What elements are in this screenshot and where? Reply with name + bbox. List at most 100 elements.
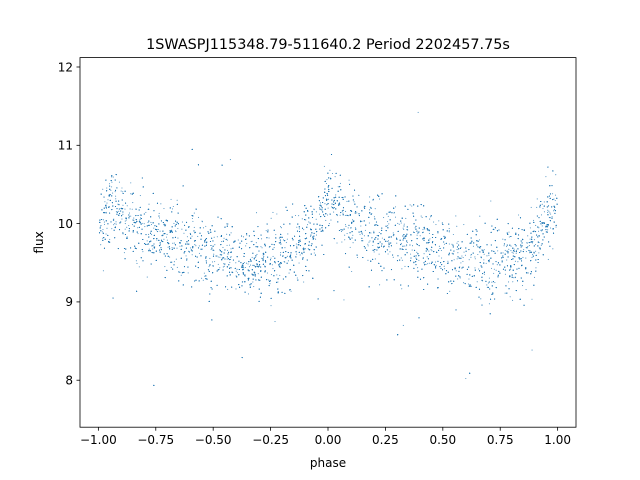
data-point [502, 252, 504, 254]
data-point [490, 200, 492, 202]
data-point [197, 235, 199, 237]
data-point [108, 183, 111, 185]
data-point [405, 217, 407, 220]
data-point [387, 221, 389, 223]
data-point [130, 215, 132, 217]
data-point [149, 224, 151, 226]
data-point [467, 283, 470, 285]
data-point [204, 275, 206, 277]
data-point [417, 232, 419, 234]
data-point [167, 246, 169, 248]
data-point [201, 248, 203, 250]
data-point [120, 190, 122, 192]
data-point [185, 255, 187, 257]
data-point [402, 324, 404, 327]
data-point [377, 246, 379, 248]
data-point [515, 249, 517, 251]
data-point [174, 230, 177, 232]
data-point [198, 245, 200, 247]
data-point [531, 349, 533, 351]
data-point [126, 205, 128, 207]
data-point [287, 260, 289, 262]
data-point [115, 198, 117, 200]
data-point [128, 215, 130, 217]
data-point [109, 238, 111, 240]
data-point [345, 225, 347, 227]
data-point [257, 273, 259, 275]
data-point [483, 259, 485, 261]
data-point [525, 289, 527, 291]
data-point [403, 228, 405, 231]
data-point [166, 239, 168, 241]
data-point [368, 241, 370, 243]
data-point [261, 247, 263, 249]
data-point [250, 241, 252, 243]
data-point [404, 245, 406, 247]
data-point [270, 274, 272, 276]
data-point [205, 225, 207, 227]
data-point [298, 228, 300, 230]
data-point [194, 244, 196, 246]
data-point [122, 191, 124, 193]
data-point [327, 198, 330, 200]
data-point [150, 223, 152, 226]
data-point [279, 226, 282, 228]
data-point [404, 265, 406, 267]
data-point [447, 260, 449, 262]
data-point [333, 211, 335, 213]
data-point [102, 237, 104, 239]
data-point [429, 238, 431, 240]
data-point [552, 248, 554, 250]
data-point [515, 252, 517, 254]
data-point [538, 230, 540, 232]
data-point [457, 241, 459, 243]
data-point [456, 249, 458, 251]
data-point [535, 267, 537, 269]
data-point [138, 266, 140, 268]
data-point [169, 256, 171, 258]
data-point [463, 251, 465, 253]
data-point [488, 277, 490, 279]
data-point [456, 242, 458, 244]
data-point [110, 189, 112, 191]
data-point [468, 259, 470, 261]
data-point [139, 195, 141, 197]
data-point [487, 282, 489, 284]
data-point [456, 225, 458, 227]
data-point [236, 268, 238, 270]
data-point [470, 285, 473, 287]
data-point [474, 267, 476, 269]
data-point [457, 252, 459, 254]
data-point [244, 266, 247, 269]
data-point [344, 214, 346, 216]
data-point [142, 251, 144, 253]
data-point [137, 227, 139, 229]
data-point [488, 303, 490, 305]
data-point [410, 253, 412, 255]
data-point [262, 254, 264, 256]
data-point [158, 212, 160, 214]
data-point [369, 196, 371, 198]
data-point [124, 228, 126, 230]
data-point [486, 284, 488, 286]
data-point [494, 281, 496, 284]
data-point [237, 239, 239, 241]
data-point [490, 267, 493, 269]
data-point [229, 256, 231, 258]
data-point [550, 213, 552, 215]
data-point [326, 179, 328, 181]
data-point [331, 206, 333, 208]
data-point [419, 235, 421, 237]
data-point [492, 292, 494, 294]
data-point [209, 257, 211, 259]
data-point [135, 260, 137, 262]
data-point [349, 246, 351, 248]
data-point [472, 245, 475, 247]
data-point [536, 206, 538, 208]
data-point [243, 261, 245, 264]
data-point [547, 229, 549, 231]
data-point [115, 223, 117, 225]
data-point [201, 220, 203, 222]
data-point [346, 232, 348, 235]
data-point [404, 238, 406, 240]
